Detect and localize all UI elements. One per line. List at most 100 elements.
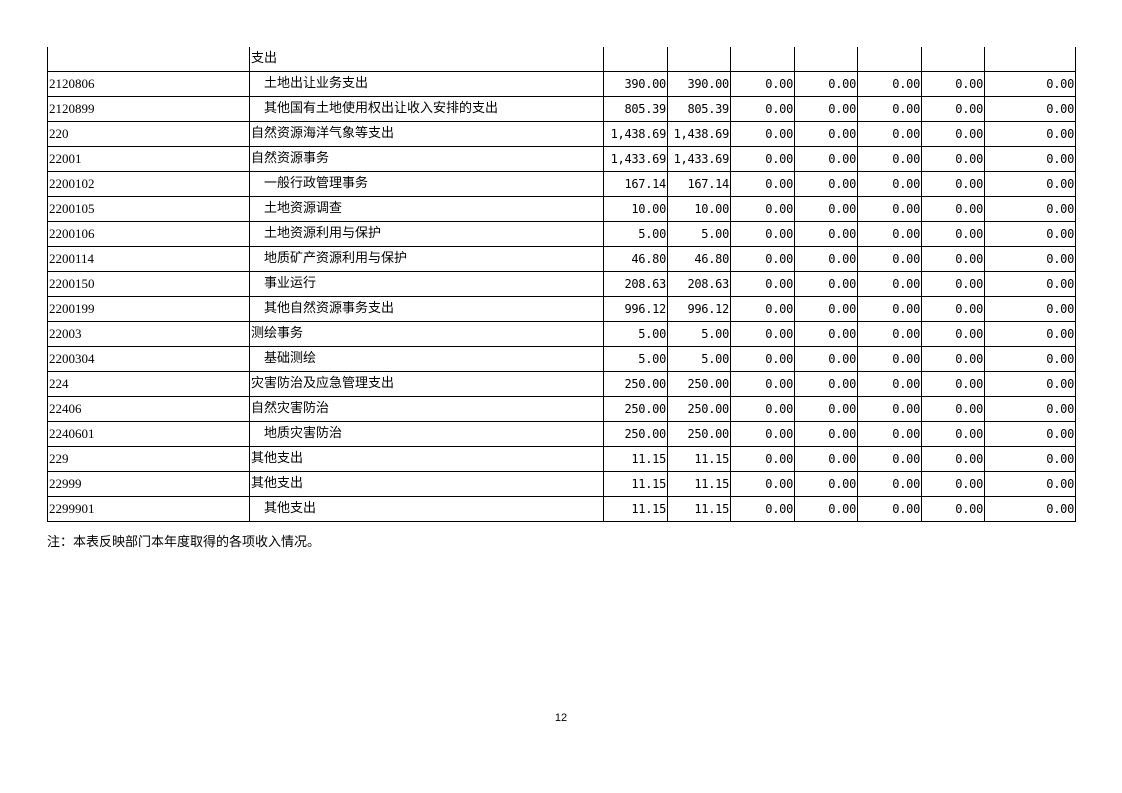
row-value: 0.00 (857, 346, 922, 372)
row-value: 0.00 (921, 246, 985, 272)
row-value: 0.00 (984, 246, 1076, 272)
row-value: 0.00 (794, 196, 858, 222)
row-value: 46.80 (603, 246, 668, 272)
row-value: 0.00 (794, 296, 858, 322)
table-row: 2200114 地质矿产资源利用与保护 46.80 46.80 0.00 0.00 0.00… (47, 246, 1076, 272)
row-value: 0.00 (730, 346, 795, 372)
row-value: 0.00 (857, 246, 922, 272)
row-value: 996.12 (667, 296, 731, 322)
row-value (730, 47, 795, 72)
table-row: 22406 自然灾害防治 250.00 250.00 0.00 0.00 0.00 0.00 0… (47, 396, 1076, 422)
row-value: 0.00 (730, 146, 795, 172)
row-value: 0.00 (794, 71, 858, 97)
table-note: 注：本表反映部门本年度取得的各项收入情况。 (47, 535, 321, 550)
row-value: 0.00 (984, 71, 1076, 97)
table-row: 2200150 事业运行 208.63 208.63 0.00 0.00 0.00 0.00 0… (47, 271, 1076, 297)
table-row: 229 其他支出 11.15 11.15 0.00 0.00 0.00 0.00 0.00 (47, 446, 1076, 472)
row-code: 22001 (47, 146, 250, 172)
row-value: 250.00 (667, 371, 731, 397)
row-value: 996.12 (603, 296, 668, 322)
row-value: 0.00 (857, 96, 922, 122)
row-name: 土地资源利用与保护 (249, 221, 604, 247)
table-row: 2200304 基础测绘 5.00 5.00 0.00 0.00 0.00 0.00 0.00 (47, 346, 1076, 372)
row-value: 0.00 (794, 496, 858, 522)
row-value: 0.00 (730, 496, 795, 522)
row-value: 5.00 (603, 321, 668, 347)
row-value: 250.00 (603, 396, 668, 422)
row-value: 0.00 (921, 271, 985, 297)
row-name: 自然资源海洋气象等支出 (249, 121, 604, 147)
row-value: 0.00 (984, 471, 1076, 497)
row-value: 5.00 (667, 321, 731, 347)
row-value: 0.00 (730, 321, 795, 347)
row-value: 0.00 (921, 146, 985, 172)
row-value: 0.00 (730, 196, 795, 222)
row-value (603, 47, 668, 72)
row-value: 0.00 (921, 196, 985, 222)
row-value: 0.00 (730, 421, 795, 447)
row-value: 0.00 (921, 446, 985, 472)
row-value: 0.00 (730, 296, 795, 322)
row-value (794, 47, 858, 72)
row-value: 0.00 (857, 446, 922, 472)
row-value: 11.15 (603, 471, 668, 497)
row-value: 0.00 (921, 496, 985, 522)
row-value: 0.00 (984, 121, 1076, 147)
row-value: 0.00 (794, 171, 858, 197)
row-code: 22999 (47, 471, 250, 497)
row-value: 0.00 (984, 496, 1076, 522)
row-value: 0.00 (730, 271, 795, 297)
row-value: 0.00 (730, 96, 795, 122)
row-value: 11.15 (603, 496, 668, 522)
row-value: 250.00 (603, 421, 668, 447)
row-value: 167.14 (603, 171, 668, 197)
row-value: 0.00 (921, 321, 985, 347)
row-value: 0.00 (857, 271, 922, 297)
table-row: 2120806 土地出让业务支出 390.00 390.00 0.00 0.00 0.00 0… (47, 71, 1076, 97)
row-name: 地质矿产资源利用与保护 (249, 246, 604, 272)
row-name: 灾害防治及应急管理支出 (249, 371, 604, 397)
row-code: 2120899 (47, 96, 250, 122)
row-name: 其他自然资源事务支出 (249, 296, 604, 322)
table-body: 支出 2120806 土地出让业务支出 390.00 390.00 0.00 0.00 0.0… (47, 47, 1076, 522)
table-row: 2200106 土地资源利用与保护 5.00 5.00 0.00 0.00 0.00 0.00… (47, 221, 1076, 247)
row-value: 0.00 (984, 271, 1076, 297)
row-code: 2200114 (47, 246, 250, 272)
row-value: 0.00 (857, 371, 922, 397)
table-row: 22999 其他支出 11.15 11.15 0.00 0.00 0.00 0.00 0.00 (47, 471, 1076, 497)
row-value: 11.15 (667, 471, 731, 497)
row-value: 208.63 (603, 271, 668, 297)
row-value: 0.00 (857, 196, 922, 222)
row-name: 自然资源事务 (249, 146, 604, 172)
row-value: 0.00 (857, 321, 922, 347)
row-value: 0.00 (857, 221, 922, 247)
row-value: 46.80 (667, 246, 731, 272)
row-name: 地质灾害防治 (249, 421, 604, 447)
row-name: 其他国有土地使用权出让收入安排的支出 (249, 96, 604, 122)
row-code: 2200199 (47, 296, 250, 322)
row-value: 0.00 (984, 321, 1076, 347)
row-value: 0.00 (984, 446, 1076, 472)
row-value: 0.00 (794, 246, 858, 272)
row-value: 0.00 (794, 396, 858, 422)
row-value: 0.00 (794, 321, 858, 347)
row-value: 390.00 (667, 71, 731, 97)
row-value: 208.63 (667, 271, 731, 297)
row-value: 0.00 (730, 121, 795, 147)
row-value: 5.00 (603, 346, 668, 372)
row-value: 0.00 (921, 71, 985, 97)
table-row: 2240601 地质灾害防治 250.00 250.00 0.00 0.00 0.00 0.0… (47, 421, 1076, 447)
row-value: 0.00 (794, 371, 858, 397)
row-value: 0.00 (921, 396, 985, 422)
row-value: 0.00 (857, 471, 922, 497)
row-value: 0.00 (921, 371, 985, 397)
row-value: 5.00 (603, 221, 668, 247)
row-value: 0.00 (794, 421, 858, 447)
table-row: 22001 自然资源事务 1,433.69 1,433.69 0.00 0.00 0.00 0… (47, 146, 1076, 172)
row-value: 0.00 (794, 121, 858, 147)
row-value: 10.00 (667, 196, 731, 222)
row-code (47, 47, 250, 72)
row-value: 0.00 (984, 346, 1076, 372)
row-value (984, 47, 1076, 72)
row-value: 0.00 (730, 71, 795, 97)
